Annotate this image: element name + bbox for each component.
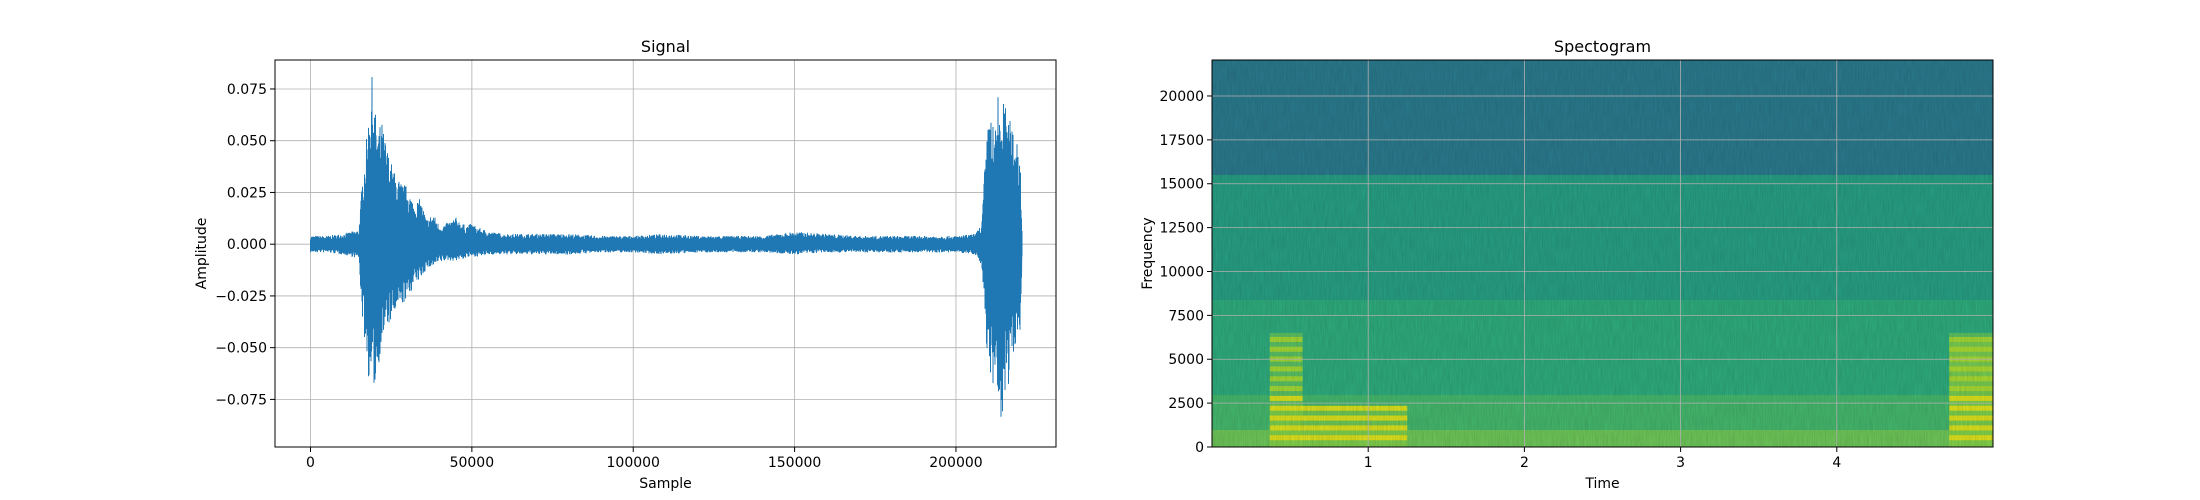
spec-x-tick-label: 4 — [1832, 455, 1841, 471]
spec-x-tick-label: 1 — [1364, 455, 1373, 471]
sig-y-tick-label: −0.050 — [215, 341, 267, 357]
spec-y-tick-label: 10000 — [1159, 264, 1204, 280]
sig-x-tick-label: 200000 — [929, 455, 982, 471]
spectrogram-axes-frame — [1211, 59, 1994, 448]
spec-x-tick-label: 3 — [1676, 455, 1685, 471]
spec-y-tick-label: 5000 — [1168, 352, 1204, 368]
signal-title: Signal — [641, 37, 690, 56]
spec-y-tick-label: 7500 — [1168, 308, 1204, 324]
sig-y-tick-label: −0.075 — [215, 392, 267, 408]
signal-x-ticks: 0 50000 100000 150000 200000 — [306, 447, 983, 471]
spectrogram-y-ticks: 0 2500 5000 7500 10000 12500 15000 17500 20000 — [1159, 89, 1212, 456]
signal-y-axis-label: Amplitude — [194, 218, 210, 290]
spectrogram-chart: 1 2 3 4 0 2500 5000 7500 10000 12500 15000 17500 20… — [1140, 37, 1994, 492]
sig-x-tick-label: 150000 — [768, 455, 821, 471]
signal-x-axis-label: Sample — [639, 476, 692, 492]
sig-y-tick-label: 0.075 — [227, 82, 267, 98]
spec-y-tick-label: 2500 — [1168, 396, 1204, 412]
spectrogram-title: Spectogram — [1554, 37, 1651, 56]
sig-x-tick-label: 100000 — [607, 455, 660, 471]
spec-y-tick-label: 17500 — [1159, 133, 1204, 149]
spectrogram-x-axis-label: Time — [1584, 476, 1619, 492]
sig-y-tick-label: 0.000 — [227, 237, 267, 253]
spec-y-tick-label: 15000 — [1159, 177, 1204, 193]
sig-y-tick-label: 0.025 — [227, 185, 267, 201]
spectrogram-texture — [1212, 60, 1993, 447]
spec-y-tick-label: 0 — [1195, 440, 1204, 456]
sig-y-tick-label: −0.025 — [215, 289, 267, 305]
signal-axes-frame — [274, 59, 1057, 448]
spectrogram-x-ticks: 1 2 3 4 — [1364, 447, 1841, 471]
spec-y-tick-label: 12500 — [1159, 221, 1204, 237]
sig-x-tick-label: 50000 — [450, 455, 495, 471]
signal-waveform — [310, 76, 1023, 417]
spectrogram-y-axis-label: Frequency — [1140, 217, 1156, 289]
signal-chart: 0 50000 100000 150000 200000 0.075 0.050 0.025… — [194, 37, 1057, 492]
spec-x-tick-label: 2 — [1520, 455, 1529, 471]
sig-y-tick-label: 0.050 — [227, 134, 267, 150]
signal-y-ticks: 0.075 0.050 0.025 0.000 −0.025 −0.050 −0.075 — [215, 82, 275, 408]
spectrogram-image — [1212, 60, 1993, 447]
sig-x-tick-label: 0 — [306, 455, 315, 471]
spec-y-tick-label: 20000 — [1159, 89, 1204, 105]
spectrogram-grid — [1212, 60, 1993, 448]
